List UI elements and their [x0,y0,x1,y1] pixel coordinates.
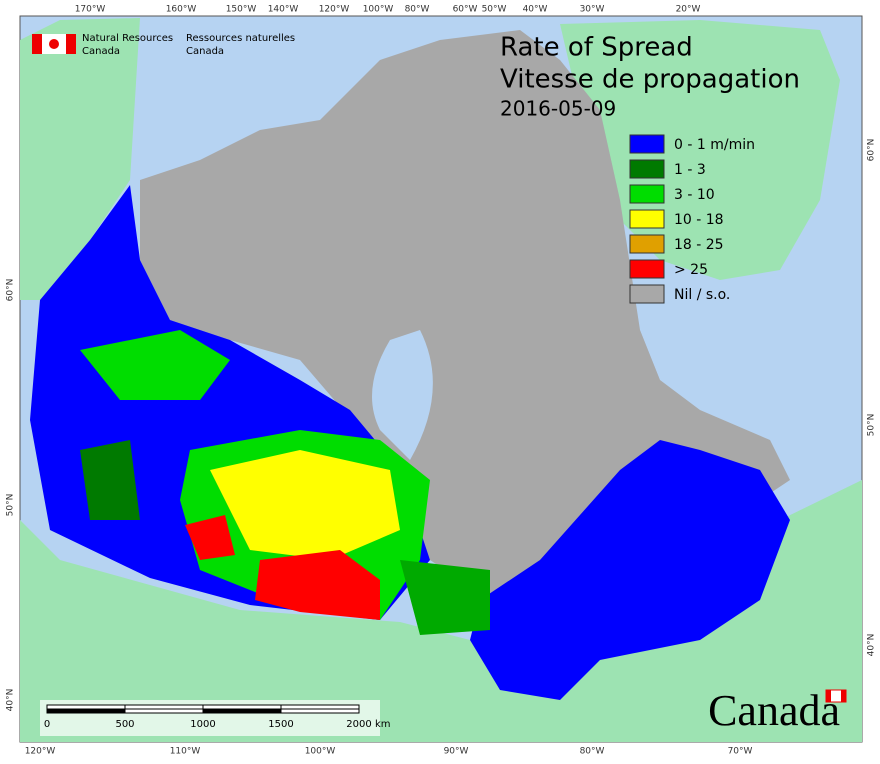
graticule-label: 40°W [523,5,548,15]
scale-segment [202,704,282,710]
wordmark: Canada [708,686,840,735]
graticule-label: 120°W [319,5,350,15]
graticule-label: 100°W [305,747,336,757]
agency-fr: Ressources naturelles [186,33,295,44]
legend-label: 3 - 10 [674,187,715,203]
legend-swatch [629,234,665,254]
graticule-label: 70°W [728,747,753,757]
fire-zones [30,185,790,700]
agency-fr: Canada [186,46,224,57]
graticule-label: 50°W [482,5,507,15]
legend-swatch [629,159,665,179]
scale-unit: km [375,719,391,730]
scale-segment [280,708,360,714]
flag-bar [66,34,76,54]
scale-segment [124,708,204,714]
graticule-label: 40°N [867,634,877,657]
graticule-label: 40°N [6,689,16,712]
scale-segment [46,708,126,714]
graticule-label: 60°W [453,5,478,15]
scale-label: 1500 [268,719,293,730]
agency-en: Canada [82,46,120,57]
date: 2016-05-09 [500,97,616,121]
legend-label: 1 - 3 [674,162,706,178]
graticule-label: 30°W [580,5,605,15]
graticule-label: 110°W [170,747,201,757]
legend-label: 10 - 18 [674,212,724,228]
legend: 0 - 1 m/min 1 - 3 3 - 10 10 - 18 18 - 25 > 25… [629,134,755,304]
flag-bar [826,690,831,702]
graticule-label: 90°W [444,747,469,757]
graticule-label: 20°W [676,5,701,15]
scale-label: 2000 [346,719,371,730]
graticule-label: 80°W [580,747,605,757]
scale-segment [202,708,282,714]
legend-swatch [629,184,665,204]
scale-segment [46,704,126,710]
scale-label: 0 [44,719,50,730]
graticule-label: 150°W [226,5,257,15]
scale-label: 1000 [190,719,215,730]
graticule-label: 50°N [867,414,877,437]
legend-swatch [629,209,665,229]
legend-swatch [629,284,665,304]
flag-bar [32,34,42,54]
scale-label: 500 [115,719,134,730]
land [20,18,862,742]
graticule-label: 60°N [867,139,877,162]
legend-label: 0 - 1 m/min [674,137,755,153]
title: Rate of Spread [500,33,693,63]
agency-en: Natural Resources [82,33,173,44]
legend-label: > 25 [674,262,708,278]
header-block: Natural Resources Canada Ressources natu… [32,33,800,121]
title-fr: Vitesse de propagation [500,65,800,95]
scale-segment [124,704,204,710]
scale-bar: 0 500 1000 1500 2000 km [40,700,391,736]
graticule-label: 140°W [268,5,299,15]
graticule-label: 170°W [75,5,106,15]
graticule-label: 120°W [25,747,56,757]
legend-swatch [629,134,665,154]
graticule-label: 160°W [166,5,197,15]
legend-label: 18 - 25 [674,237,724,253]
flag-leaf [49,39,59,49]
graticule-label: 60°N [6,279,16,302]
legend-label: Nil / s.o. [674,287,730,303]
graticule-label: 100°W [363,5,394,15]
graticule-label: 50°N [6,494,16,517]
scale-segment [280,704,360,710]
graticule-label: 80°W [405,5,430,15]
flag-bar [841,690,846,702]
legend-swatch [629,259,665,279]
graticule-labels: 170°W 160°W 150°W 140°W 120°W 100°W 80°W 60°W 50… [6,5,877,757]
